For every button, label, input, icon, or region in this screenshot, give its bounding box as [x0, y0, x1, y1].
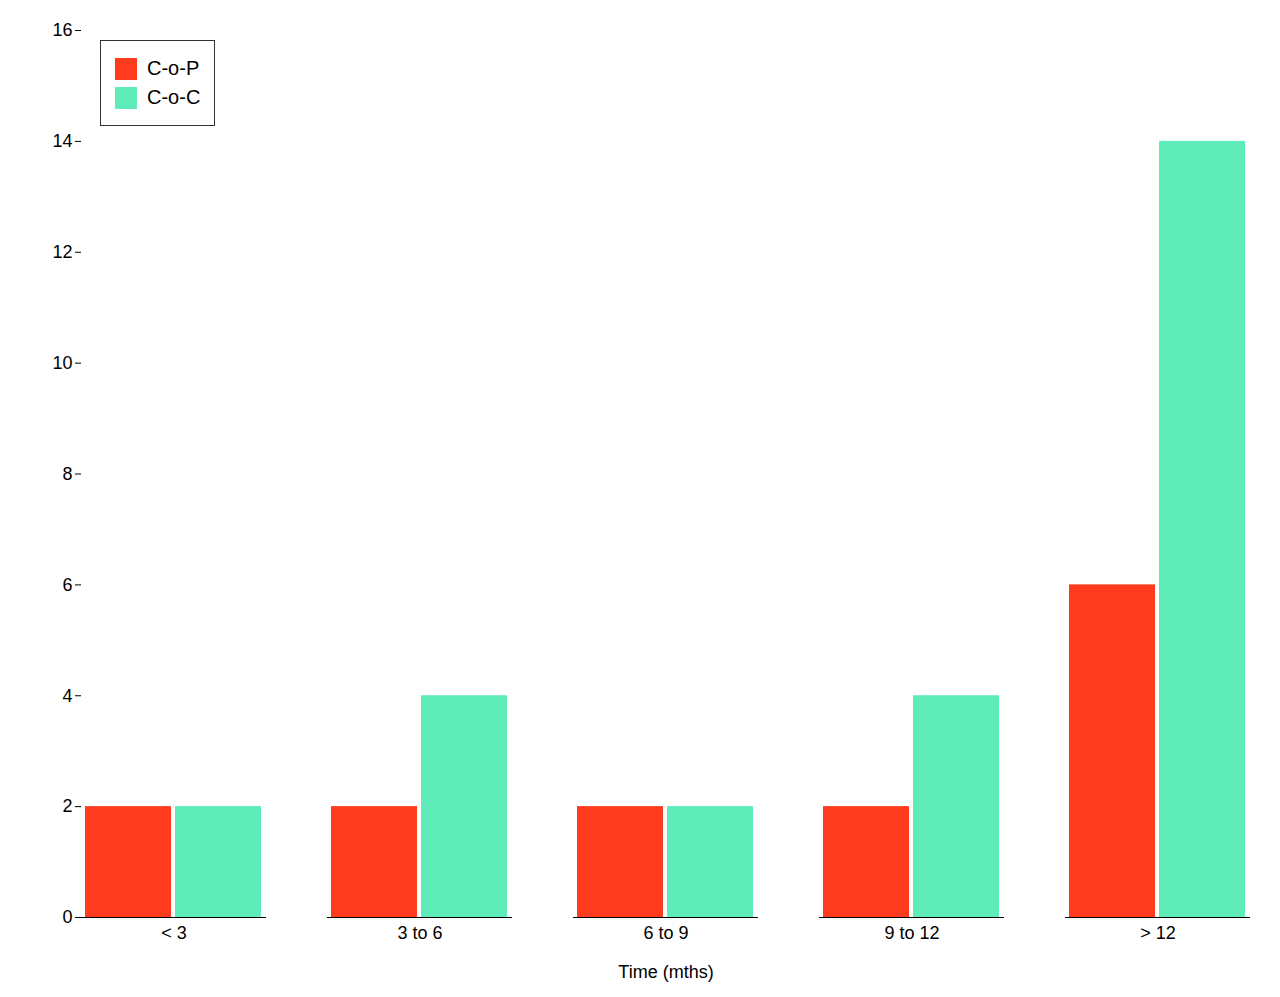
- svg-text:14: 14: [52, 131, 72, 151]
- svg-text:0: 0: [62, 907, 72, 927]
- html-text:C-o-C: C-o-C: [147, 86, 201, 108]
- svg-text:10: 10: [52, 353, 72, 373]
- svg-text:12: 12: [52, 242, 72, 262]
- svg-text:3 to 6: 3 to 6: [397, 923, 442, 943]
- svg-text:2: 2: [62, 796, 72, 816]
- svg-text:Time (mths): Time (mths): [618, 962, 713, 982]
- html-text:C-o-P: C-o-P: [147, 57, 200, 79]
- svg-text:< 3: < 3: [161, 923, 187, 943]
- svg-text:16: 16: [52, 20, 72, 40]
- svg-text:6: 6: [62, 575, 72, 595]
- svg-text:6 to 9: 6 to 9: [643, 923, 688, 943]
- svg-text:8: 8: [62, 464, 72, 484]
- svg-text:> 12: > 12: [1140, 923, 1176, 943]
- svg-text:4: 4: [62, 686, 72, 706]
- svg-text:9 to 12: 9 to 12: [884, 923, 939, 943]
